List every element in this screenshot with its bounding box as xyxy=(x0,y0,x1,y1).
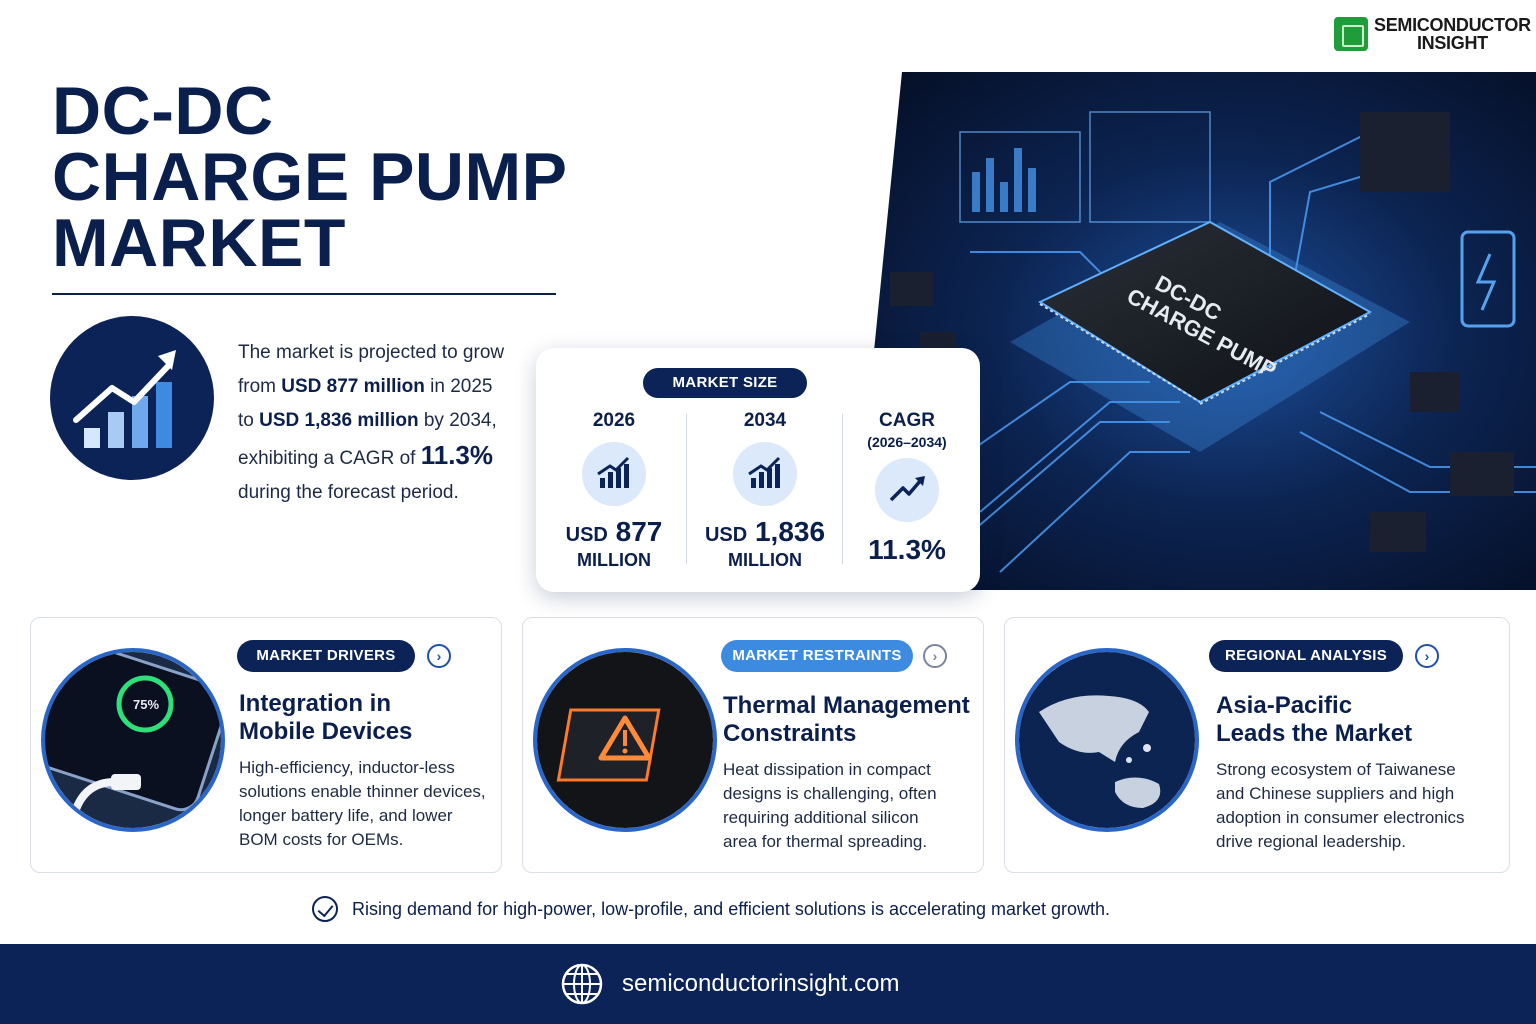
card-body: High-efficiency, inductor-less solutions … xyxy=(239,758,486,849)
check-circle-icon xyxy=(312,896,338,922)
brand-logo: SEMICONDUCTOR INSIGHT xyxy=(1334,16,1531,52)
smartphone-charging-image: 75% xyxy=(41,648,225,832)
market-value: USD 1,836 xyxy=(704,516,826,547)
market-restraints-pill: MARKET RESTRAINTS xyxy=(721,640,913,672)
card-heading: Thermal Management Constraints xyxy=(723,692,970,747)
card-heading: Integration in Mobile Devices xyxy=(239,690,413,745)
unit-label: MILLION xyxy=(728,550,802,570)
summary-line1: The market is projected to grow xyxy=(238,342,505,363)
title-divider xyxy=(52,293,556,295)
chevron-right-icon[interactable]: › xyxy=(923,644,947,668)
summary-line4: exhibiting a CAGR of 11.3% xyxy=(238,440,493,470)
chevron-right-icon[interactable]: › xyxy=(427,644,451,668)
summary-line5: during the forecast period. xyxy=(238,482,459,503)
growth-bars-icon xyxy=(733,442,797,506)
card-body: Heat dissipation in compact designs is ch… xyxy=(723,760,937,851)
card-heading: Asia-Pacific Leads the Market xyxy=(1216,692,1413,747)
market-size-2026: 2026 USD 877 MILLION xyxy=(558,410,670,571)
chip-logo-icon xyxy=(1334,17,1368,51)
market-size-label: MARKET SIZE xyxy=(643,368,807,398)
trend-arrow-icon xyxy=(875,458,939,522)
growth-chart-icon xyxy=(50,316,214,480)
chevron-right-icon[interactable]: › xyxy=(1415,644,1439,668)
page-title: DC-DC CHARGE PUMP MARKET xyxy=(52,73,568,281)
market-summary: The market is projected to grow from USD… xyxy=(238,336,528,510)
title-line2: CHARGE PUMP xyxy=(52,139,568,215)
website-url[interactable]: semiconductorinsight.com xyxy=(622,970,900,997)
globe-icon xyxy=(561,963,603,1005)
footer-link[interactable]: semiconductorinsight.com xyxy=(560,962,899,1006)
market-size-card: MARKET SIZE 2026 USD 877 MILLION 2034 US… xyxy=(536,348,980,592)
title-line3: MARKET xyxy=(52,205,346,281)
market-restraints-card: MARKET RESTRAINTS › Thermal Management Co… xyxy=(522,617,984,873)
year-label: 2026 xyxy=(592,410,636,431)
cagr-label: CAGR xyxy=(879,410,935,431)
summary-line2: from USD 877 million in 2025 xyxy=(238,376,493,397)
cagr-column: CAGR (2026–2034) 11.3% xyxy=(852,410,962,566)
market-size-2034: 2034 USD 1,836 MILLION xyxy=(702,410,828,571)
brand-name: SEMICONDUCTOR INSIGHT xyxy=(1374,16,1531,52)
market-drivers-card: 75% MARKET DRIVERS › Integration in Mobil… xyxy=(30,617,502,873)
title-line1: DC-DC xyxy=(52,73,274,149)
battery-percent: 75% xyxy=(133,697,159,712)
footer-bar: semiconductorinsight.com xyxy=(0,944,1536,1024)
regional-analysis-pill: REGIONAL ANALYSIS xyxy=(1209,640,1403,672)
asia-pacific-globe-image xyxy=(1015,648,1199,832)
regional-analysis-card: REGIONAL ANALYSIS › Asia-Pacific Leads th… xyxy=(1004,617,1510,873)
tagline-text: Rising demand for high-power, low-profil… xyxy=(352,898,1111,919)
brand-line1: SEMICONDUCTOR xyxy=(1374,15,1531,35)
brand-line2: INSIGHT xyxy=(1416,33,1488,53)
overheating-chip-image xyxy=(533,648,717,832)
column-divider xyxy=(842,414,843,564)
market-value: USD 877 xyxy=(565,516,663,547)
cagr-value: 11.3% xyxy=(868,534,946,565)
growth-tagline: Rising demand for high-power, low-profil… xyxy=(312,896,1110,922)
cagr-period: (2026–2034) xyxy=(867,434,947,450)
market-drivers-pill: MARKET DRIVERS xyxy=(237,640,415,672)
year-label: 2034 xyxy=(743,410,787,431)
card-body: Strong ecosystem of Taiwanese and Chinese… xyxy=(1216,760,1465,851)
column-divider xyxy=(686,414,687,564)
growth-bars-icon xyxy=(582,442,646,506)
unit-label: MILLION xyxy=(577,550,651,570)
summary-line3: to USD 1,836 million by 2034, xyxy=(238,410,497,431)
